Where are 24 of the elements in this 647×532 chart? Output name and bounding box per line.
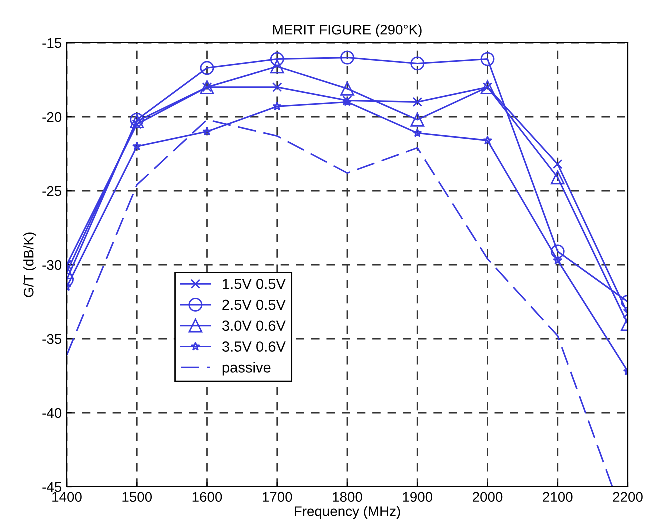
chart-title: MERIT FIGURE (290°K) [273,24,422,38]
x-tick-label: 1400 [52,492,82,502]
y-tick-label: -25 [42,186,62,196]
y-tick-label: -45 [42,482,62,492]
y-tick-label: -35 [42,334,62,344]
x-tick-label: 1800 [333,492,362,502]
y-axis-title: G/T (dB/K) [24,232,37,298]
x-tick-label: 1900 [403,492,433,502]
x-tick-label: 1500 [122,492,152,502]
x-tick-label: 2000 [473,492,503,502]
x-tick-label: 1700 [262,492,292,502]
x-tick-label: 2200 [613,492,643,502]
legend-label: 1.5V 0.5V [223,278,286,290]
y-tick-label: -40 [42,408,62,418]
y-tick-label: -30 [42,260,62,270]
x-tick-label: 1600 [192,492,222,502]
x-axis-title: Frequency (MHz) [295,506,400,520]
x-tick-label: 2100 [543,492,573,502]
legend-label: passive [222,362,271,376]
legend-label: 3.0V 0.6V [222,320,286,332]
y-tick-label: -15 [42,38,62,48]
y-tick-label: -20 [42,112,62,122]
legend-label: 3.5V 0.6V [222,342,286,352]
legend-label: 2.5V 0.5V [222,300,286,310]
